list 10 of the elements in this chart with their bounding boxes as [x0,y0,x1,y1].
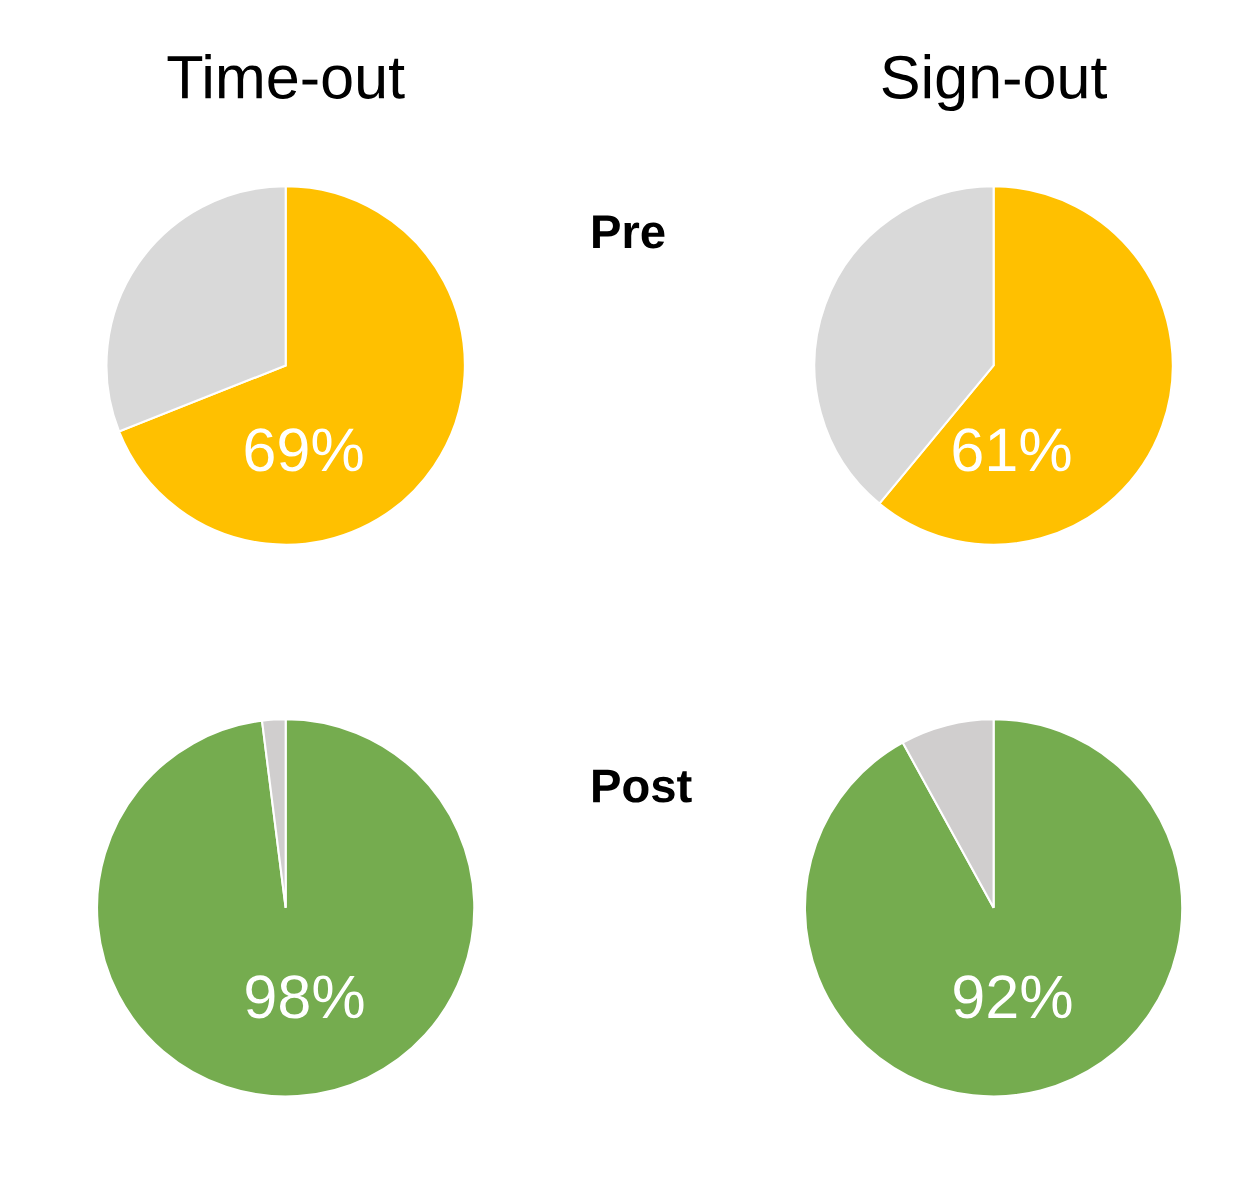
data-label: 92% [954,975,1072,1019]
data-label: 69% [245,428,363,472]
text: Pre [593,215,665,249]
chart-title: Sign-out [882,54,1107,112]
pie-slice [803,718,1184,1098]
pie-slice [95,718,476,1098]
text: Post [593,769,692,803]
data-label: 98% [246,975,364,1019]
data-label: 61% [953,428,1071,472]
chart-title: Time-out [167,54,405,99]
